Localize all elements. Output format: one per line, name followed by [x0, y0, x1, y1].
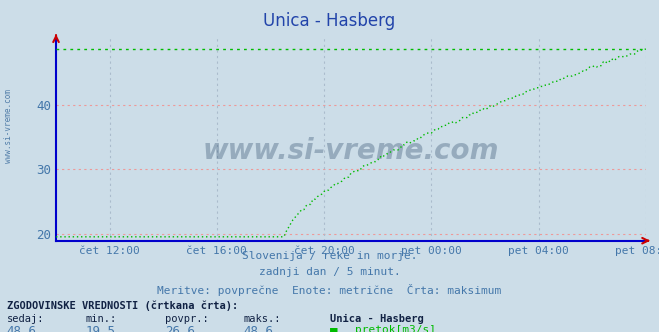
Text: 26,6: 26,6 — [165, 325, 195, 332]
Text: min.:: min.: — [86, 314, 117, 324]
Text: Unica - Hasberg: Unica - Hasberg — [264, 12, 395, 30]
Text: 48,6: 48,6 — [244, 325, 274, 332]
Text: maks.:: maks.: — [244, 314, 281, 324]
Text: ZGODOVINSKE VREDNOSTI (črtkana črta):: ZGODOVINSKE VREDNOSTI (črtkana črta): — [7, 300, 238, 311]
Text: www.si-vreme.com: www.si-vreme.com — [4, 89, 13, 163]
Text: www.si-vreme.com: www.si-vreme.com — [203, 137, 499, 165]
Text: povpr.:: povpr.: — [165, 314, 208, 324]
Text: Slovenija / reke in morje.: Slovenija / reke in morje. — [242, 251, 417, 261]
Text: zadnji dan / 5 minut.: zadnji dan / 5 minut. — [258, 267, 401, 277]
Text: ■: ■ — [330, 325, 337, 332]
Text: sedaj:: sedaj: — [7, 314, 44, 324]
Text: Meritve: povprečne  Enote: metrične  Črta: maksimum: Meritve: povprečne Enote: metrične Črta:… — [158, 284, 501, 296]
Text: Unica - Hasberg: Unica - Hasberg — [330, 314, 423, 324]
Text: 19,5: 19,5 — [86, 325, 116, 332]
Text: pretok[m3/s]: pretok[m3/s] — [355, 325, 436, 332]
Text: 48,6: 48,6 — [7, 325, 37, 332]
